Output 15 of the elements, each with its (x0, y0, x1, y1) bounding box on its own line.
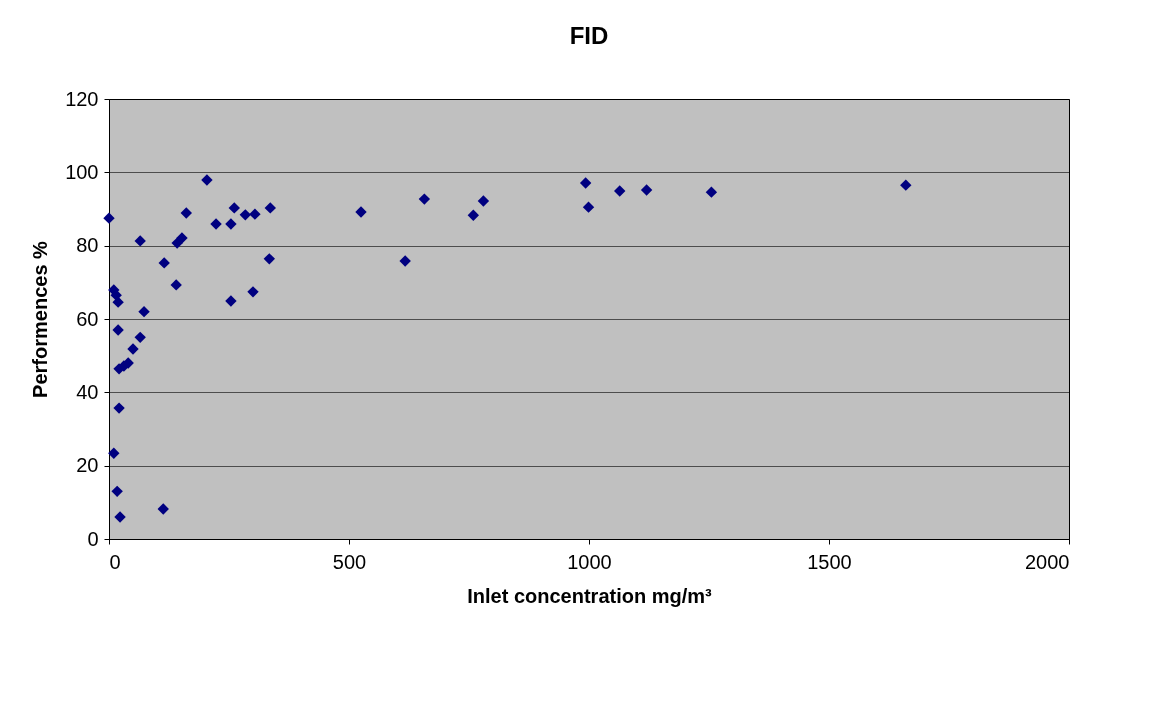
x-tick-label: 1500 (807, 550, 852, 573)
x-axis-title: Inlet concentration mg/m³ (467, 584, 713, 607)
y-axis-title: Performences % (29, 240, 52, 398)
y-tick-label: 80 (76, 234, 99, 257)
y-tick-label: 0 (87, 527, 99, 550)
y-tick-label: 120 (65, 87, 99, 110)
x-tick-label: 2000 (1025, 550, 1070, 573)
chart-title: FID (569, 22, 609, 49)
y-tick-label: 20 (76, 454, 99, 477)
x-tick-label: 1000 (567, 550, 612, 573)
x-tick-label: 500 (332, 550, 367, 573)
x-tick-label: 0 (109, 550, 121, 573)
y-tick-label: 60 (76, 307, 99, 330)
y-tick-label: 100 (65, 160, 99, 183)
y-tick-label: 40 (76, 380, 99, 403)
